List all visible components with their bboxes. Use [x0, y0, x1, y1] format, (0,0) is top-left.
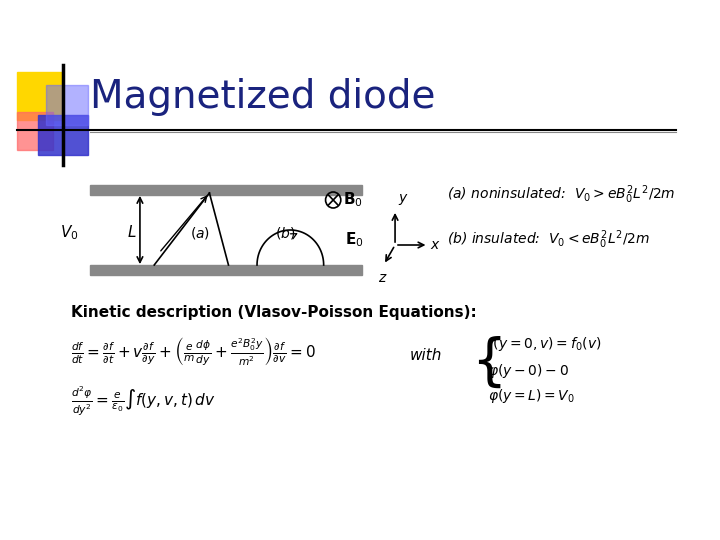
Text: Kinetic description (Vlasov-Poisson Equations):: Kinetic description (Vlasov-Poisson Equa… [71, 305, 477, 320]
Bar [91, 185, 361, 195]
Text: $V_0$: $V_0$ [60, 224, 78, 242]
Text: $(b)$: $(b)$ [275, 225, 296, 241]
Text: $\mathbf{E}_0$: $\mathbf{E}_0$ [345, 231, 364, 249]
Text: $\mathbf{B}_0$: $\mathbf{B}_0$ [343, 191, 363, 210]
Bar [45, 85, 88, 125]
Text: $\varphi(y=L) = V_0$: $\varphi(y=L) = V_0$ [488, 387, 575, 405]
Text: $L$: $L$ [127, 224, 136, 240]
Text: with: with [410, 348, 441, 362]
Text: $\frac{df}{dt} = \frac{\partial f}{\partial t} + v\frac{\partial f}{\partial y} : $\frac{df}{dt} = \frac{\partial f}{\part… [71, 335, 316, 368]
Bar [38, 115, 88, 155]
Bar [17, 112, 53, 150]
Text: Magnetized diode: Magnetized diode [91, 78, 436, 116]
Bar [17, 72, 63, 120]
Text: (b) insulated:  $V_0 < eB_0^2L^2/2m$: (b) insulated: $V_0 < eB_0^2L^2/2m$ [447, 229, 650, 251]
Text: $\varphi(y-0) - 0$: $\varphi(y-0) - 0$ [488, 362, 570, 380]
Text: $f(y=0,v) = f_0(v)$: $f(y=0,v) = f_0(v)$ [488, 335, 602, 353]
Text: $(a)$: $(a)$ [190, 225, 210, 241]
Text: $y$: $y$ [398, 192, 409, 207]
Bar [91, 265, 361, 275]
Text: (a) noninsulated:  $V_0 > eB_0^2L^2/2m$: (a) noninsulated: $V_0 > eB_0^2L^2/2m$ [447, 184, 676, 206]
Text: $z$: $z$ [378, 271, 387, 285]
Text: $\frac{d^2\varphi}{dy^2} = \frac{e}{\varepsilon_0}\int f(y,v,t)\,dv$: $\frac{d^2\varphi}{dy^2} = \frac{e}{\var… [71, 385, 216, 418]
Text: $\{$: $\{$ [471, 335, 502, 390]
Text: $x$: $x$ [431, 238, 441, 252]
